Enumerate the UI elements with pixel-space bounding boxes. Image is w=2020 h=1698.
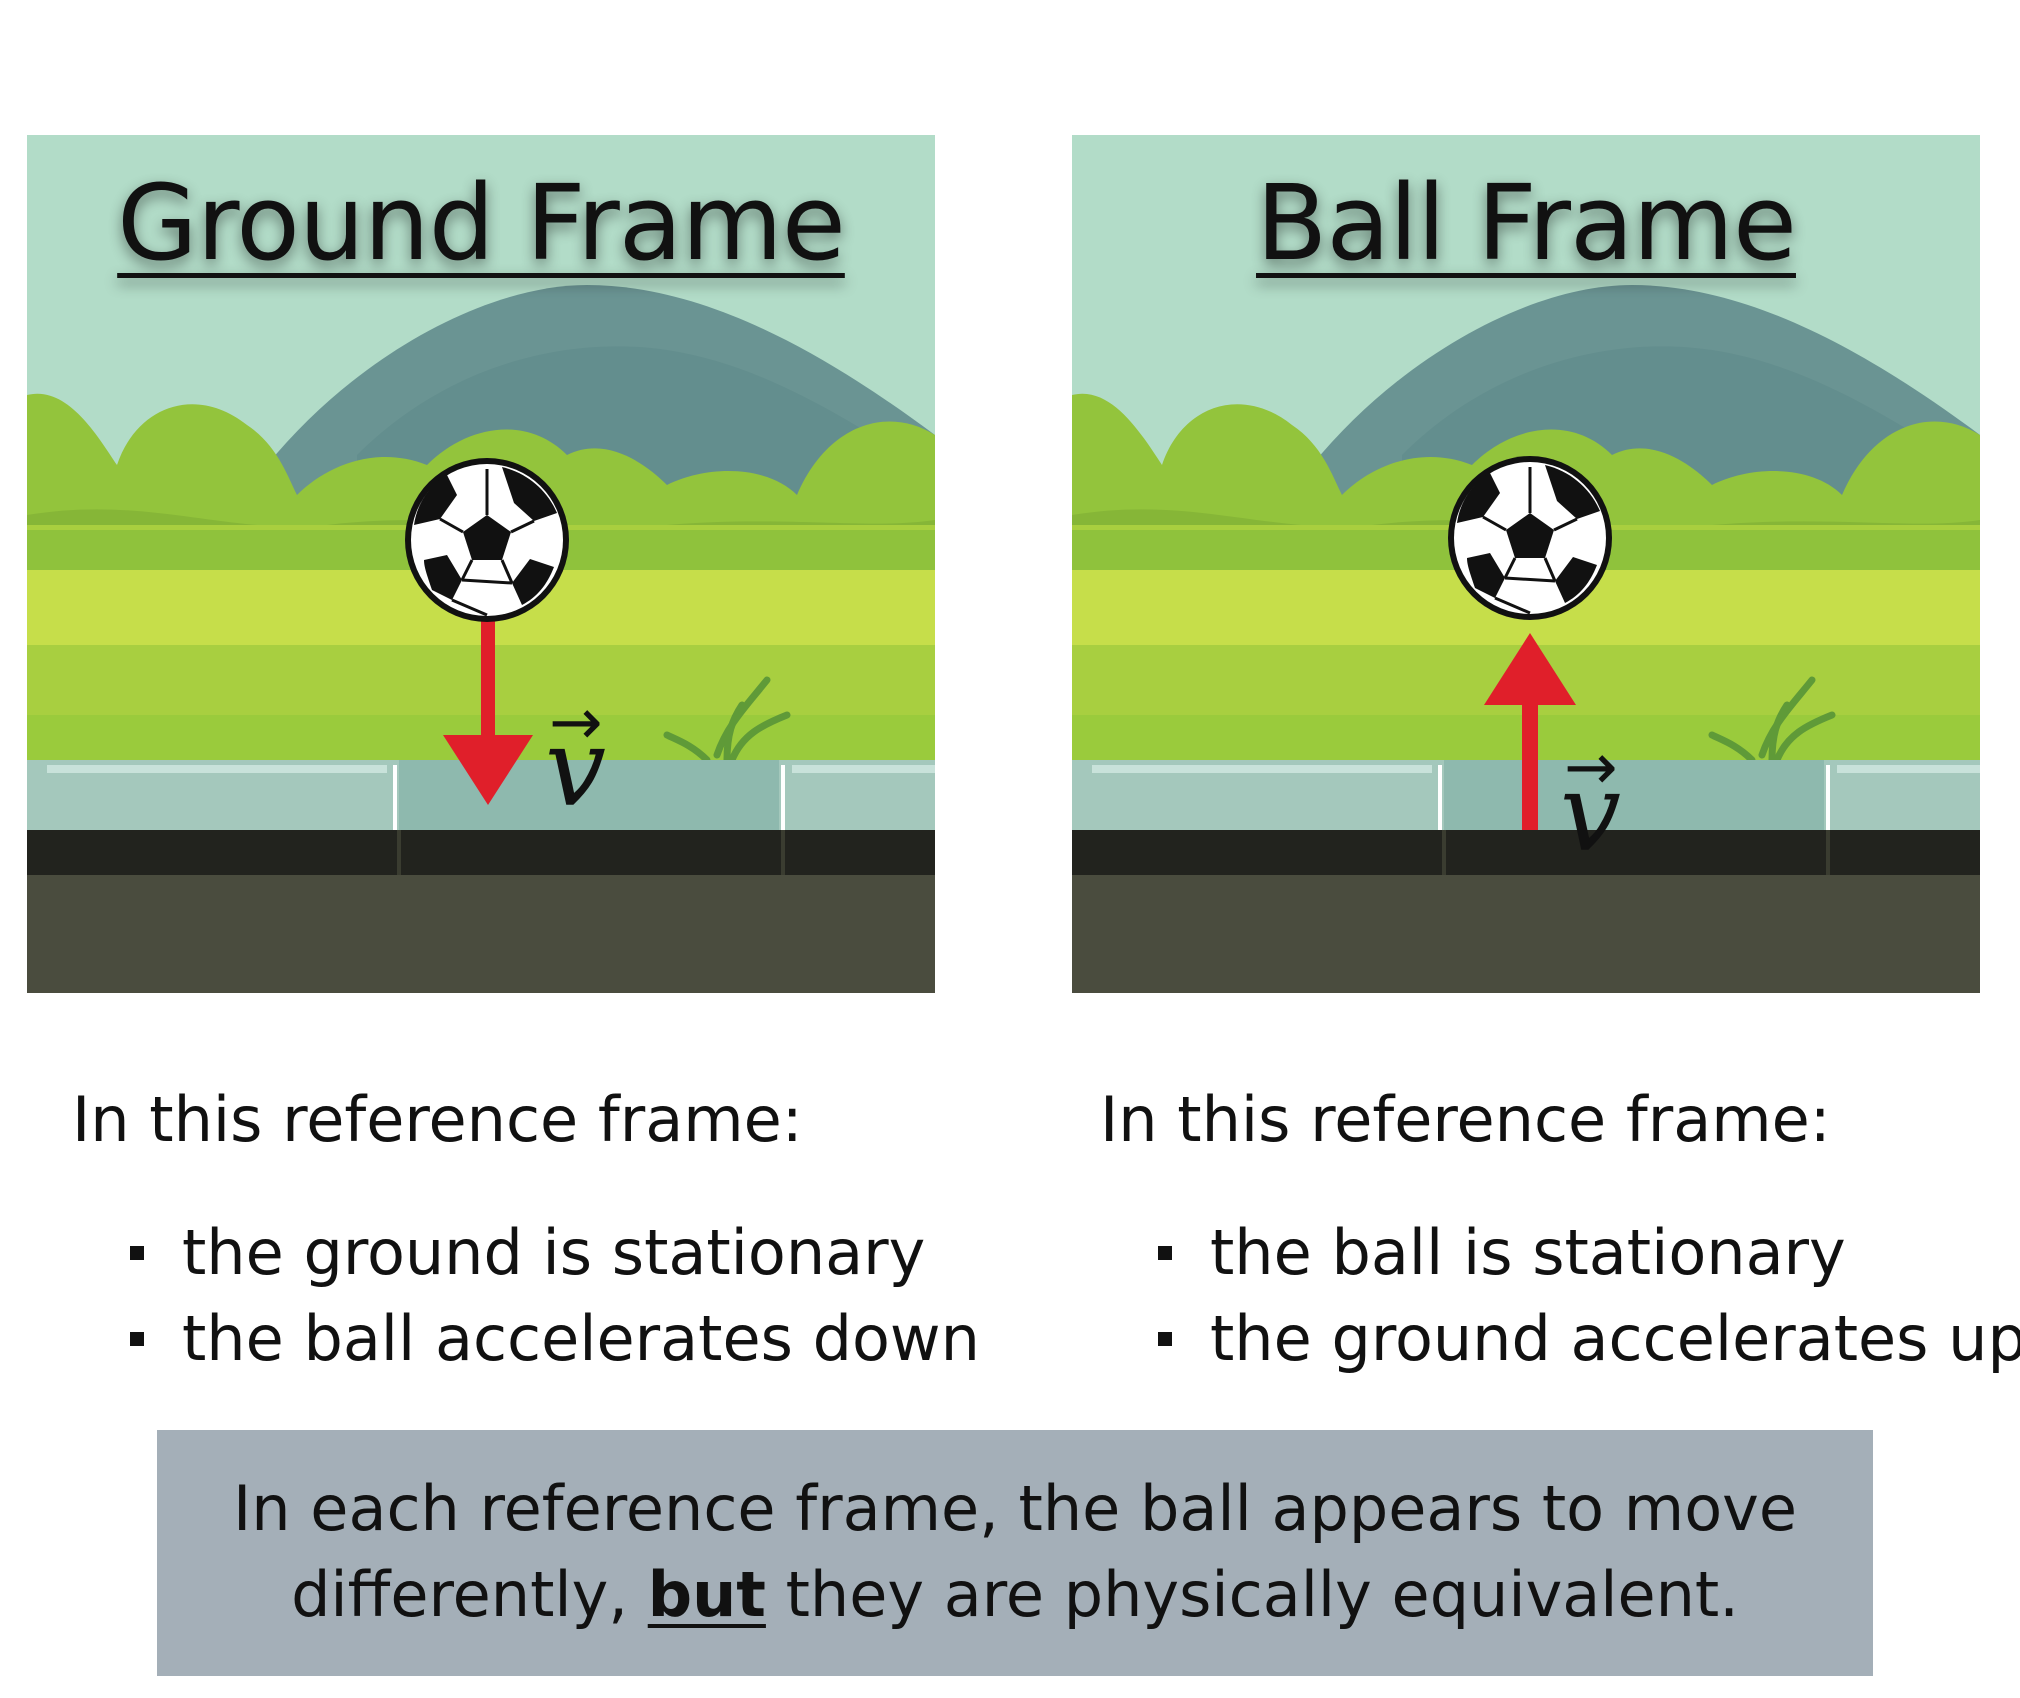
- caption-bullets: the ball is stationary the ground accele…: [1100, 1210, 2020, 1382]
- vector-arrow-icon: →: [549, 686, 603, 760]
- emphasis-word: but: [647, 1558, 766, 1631]
- bullet-icon: [1158, 1332, 1172, 1346]
- conclusion-box: In each reference frame, the ball appear…: [157, 1430, 1873, 1676]
- ground-frame-scene: Ground Frame → v: [27, 135, 935, 993]
- list-item: the ball accelerates down: [72, 1296, 1012, 1382]
- ball-frame-background: [1072, 135, 1980, 993]
- ground-frame-caption: In this reference frame: the ground is s…: [72, 1080, 1012, 1382]
- conclusion-line-2: differently, but they are physically equ…: [291, 1558, 1739, 1631]
- ball-frame-caption: In this reference frame: the ball is sta…: [1100, 1080, 2020, 1382]
- list-item: the ball is stationary: [1100, 1210, 2020, 1296]
- velocity-label: → v: [545, 686, 606, 823]
- conclusion-line-1: In each reference frame, the ball appear…: [233, 1472, 1797, 1545]
- ball-frame-scene: Ball Frame → v: [1072, 135, 1980, 993]
- bullet-icon: [130, 1332, 144, 1346]
- soccer-ball: [403, 456, 571, 624]
- list-item: the ground is stationary: [72, 1210, 1012, 1296]
- bullet-icon: [130, 1246, 144, 1260]
- vector-arrow-icon: →: [1564, 731, 1618, 805]
- caption-heading: In this reference frame:: [1100, 1083, 1831, 1156]
- velocity-arrow-up: [1484, 633, 1576, 830]
- list-item: the ground accelerates up: [1100, 1296, 2020, 1382]
- velocity-label: → v: [1560, 731, 1621, 868]
- soccer-ball: [1446, 454, 1614, 622]
- frame-title: Ground Frame: [117, 162, 846, 284]
- frame-title: Ball Frame: [1256, 162, 1797, 284]
- caption-bullets: the ground is stationary the ball accele…: [72, 1210, 1012, 1382]
- caption-heading: In this reference frame:: [72, 1083, 803, 1156]
- velocity-arrow-down: [443, 615, 533, 805]
- bullet-icon: [1158, 1246, 1172, 1260]
- ground-frame-background: [27, 135, 935, 993]
